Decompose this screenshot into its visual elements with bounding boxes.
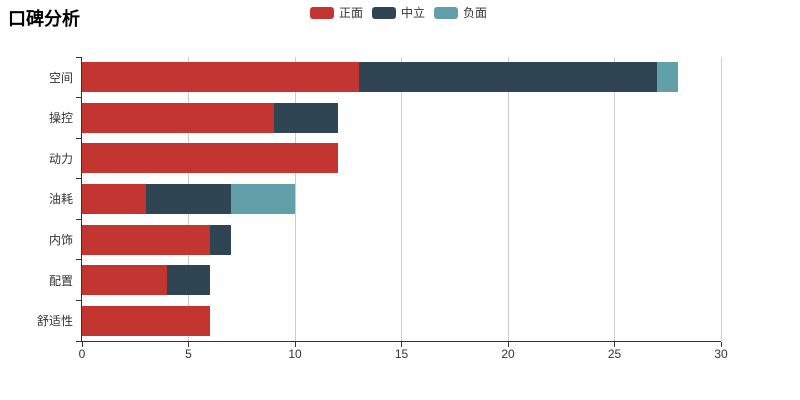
y-axis-labels: 空间操控动力油耗内饰配置舒适性 bbox=[0, 57, 73, 341]
x-axis-label: 10 bbox=[288, 347, 302, 361]
y-axis-label: 动力 bbox=[48, 151, 73, 166]
gridline bbox=[401, 57, 402, 341]
y-axis-tick bbox=[76, 299, 81, 301]
y-axis-tick bbox=[76, 178, 81, 180]
bar-segment-1-1[interactable] bbox=[273, 102, 338, 133]
bar-segment-0-2[interactable] bbox=[82, 143, 338, 174]
x-axis-label: 0 bbox=[78, 347, 86, 361]
x-axis-tick bbox=[401, 342, 402, 347]
bar-segment-0-1[interactable] bbox=[82, 102, 274, 133]
legend-label: 中立 bbox=[401, 6, 426, 20]
legend-label: 正面 bbox=[339, 6, 364, 20]
bar-segment-0-6[interactable] bbox=[82, 305, 210, 336]
y-axis-tick bbox=[76, 218, 81, 220]
y-axis-label: 空间 bbox=[48, 70, 73, 85]
bar-segment-1-3[interactable] bbox=[145, 184, 232, 214]
legend-item-0[interactable]: 正面 bbox=[310, 6, 363, 20]
bar-segment-2-0[interactable] bbox=[657, 62, 679, 93]
bar-segment-1-4[interactable] bbox=[209, 224, 232, 255]
legend-swatch bbox=[310, 7, 334, 19]
x-axis-tick bbox=[720, 342, 722, 347]
legend-item-1[interactable]: 中立 bbox=[372, 6, 425, 20]
x-axis-label: 25 bbox=[607, 347, 622, 361]
y-axis-tick bbox=[76, 56, 81, 58]
y-axis-tick bbox=[76, 259, 81, 261]
x-axis-tick bbox=[188, 342, 189, 347]
gridline bbox=[614, 57, 615, 341]
x-axis-label: 15 bbox=[394, 347, 409, 361]
x-axis-tick bbox=[507, 342, 509, 347]
x-axis-label: 5 bbox=[185, 347, 192, 361]
y-axis-label: 配置 bbox=[48, 273, 73, 288]
x-axis-tick bbox=[614, 342, 615, 347]
y-axis-tick bbox=[76, 137, 81, 139]
y-axis-label: 内饰 bbox=[48, 233, 73, 248]
y-axis-label: 操控 bbox=[48, 111, 73, 126]
bar-segment-0-3[interactable] bbox=[82, 184, 146, 214]
x-axis-label: 30 bbox=[714, 347, 728, 361]
x-axis-label: 20 bbox=[501, 347, 515, 361]
gridline bbox=[294, 57, 296, 341]
chart-title: 口碑分析 bbox=[8, 9, 80, 29]
gridline bbox=[507, 57, 509, 341]
bar-segment-0-4[interactable] bbox=[82, 224, 210, 255]
legend-label: 负面 bbox=[463, 6, 488, 20]
gridline bbox=[720, 57, 722, 341]
x-axis-tick bbox=[294, 342, 296, 347]
y-axis-label: 油耗 bbox=[48, 192, 73, 207]
bar-segment-1-5[interactable] bbox=[167, 265, 210, 296]
legend-swatch bbox=[372, 7, 397, 19]
legend: 正面 中立 负面 bbox=[310, 6, 487, 20]
y-axis-tick bbox=[76, 97, 81, 99]
plot-area: 0 5 10 15 20 25 30 bbox=[76, 56, 728, 361]
legend-item-2[interactable]: 负面 bbox=[434, 6, 487, 20]
x-axis-tick bbox=[81, 342, 83, 347]
y-axis-label: 舒适性 bbox=[36, 314, 73, 329]
bar-segment-0-0[interactable] bbox=[82, 62, 359, 93]
bar-segment-1-0[interactable] bbox=[358, 62, 658, 93]
legend-swatch bbox=[434, 7, 459, 19]
y-axis-tick bbox=[76, 340, 81, 342]
bar-segment-0-5[interactable] bbox=[82, 265, 168, 296]
bar-segment-2-3[interactable] bbox=[231, 184, 295, 214]
